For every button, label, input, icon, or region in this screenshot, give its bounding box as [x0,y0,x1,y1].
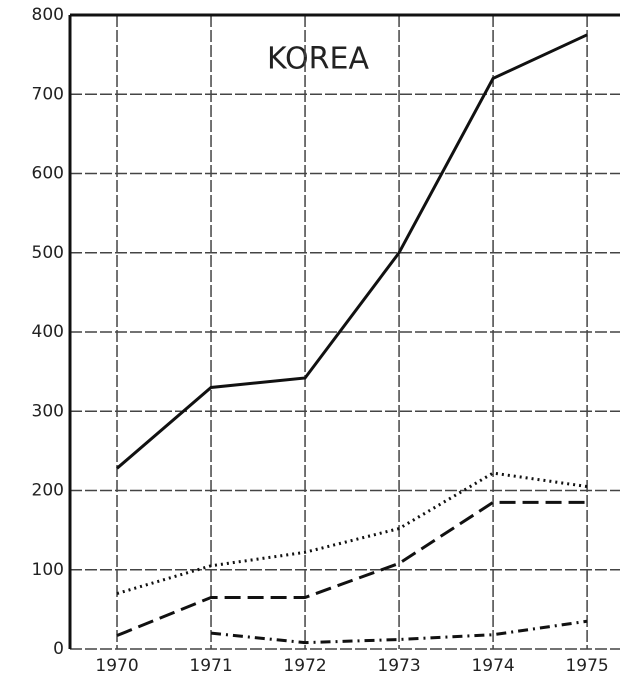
y-tick-label: 600 [32,164,64,184]
x-tick-label: 1974 [471,656,514,676]
y-tick-label: 0 [53,639,64,659]
chart-title: KOREA [267,42,369,77]
y-tick-label: 800 [32,5,64,25]
y-tick-label: 100 [32,560,64,580]
series-line [116,33,588,470]
y-tick-label: 200 [32,481,64,501]
series-line [116,471,588,595]
x-tick-label: 1971 [189,656,232,676]
series-line [210,619,588,645]
series-line [116,500,588,637]
x-tick-label: 1973 [377,656,420,676]
y-tick-label: 400 [32,322,64,342]
y-tick-label: 500 [32,243,64,263]
x-tick-label: 1972 [283,656,326,676]
y-tick-label: 300 [32,401,64,421]
y-tick-label: 700 [32,84,64,104]
x-tick-label: 1975 [565,656,608,676]
x-tick-label: 1970 [95,656,138,676]
